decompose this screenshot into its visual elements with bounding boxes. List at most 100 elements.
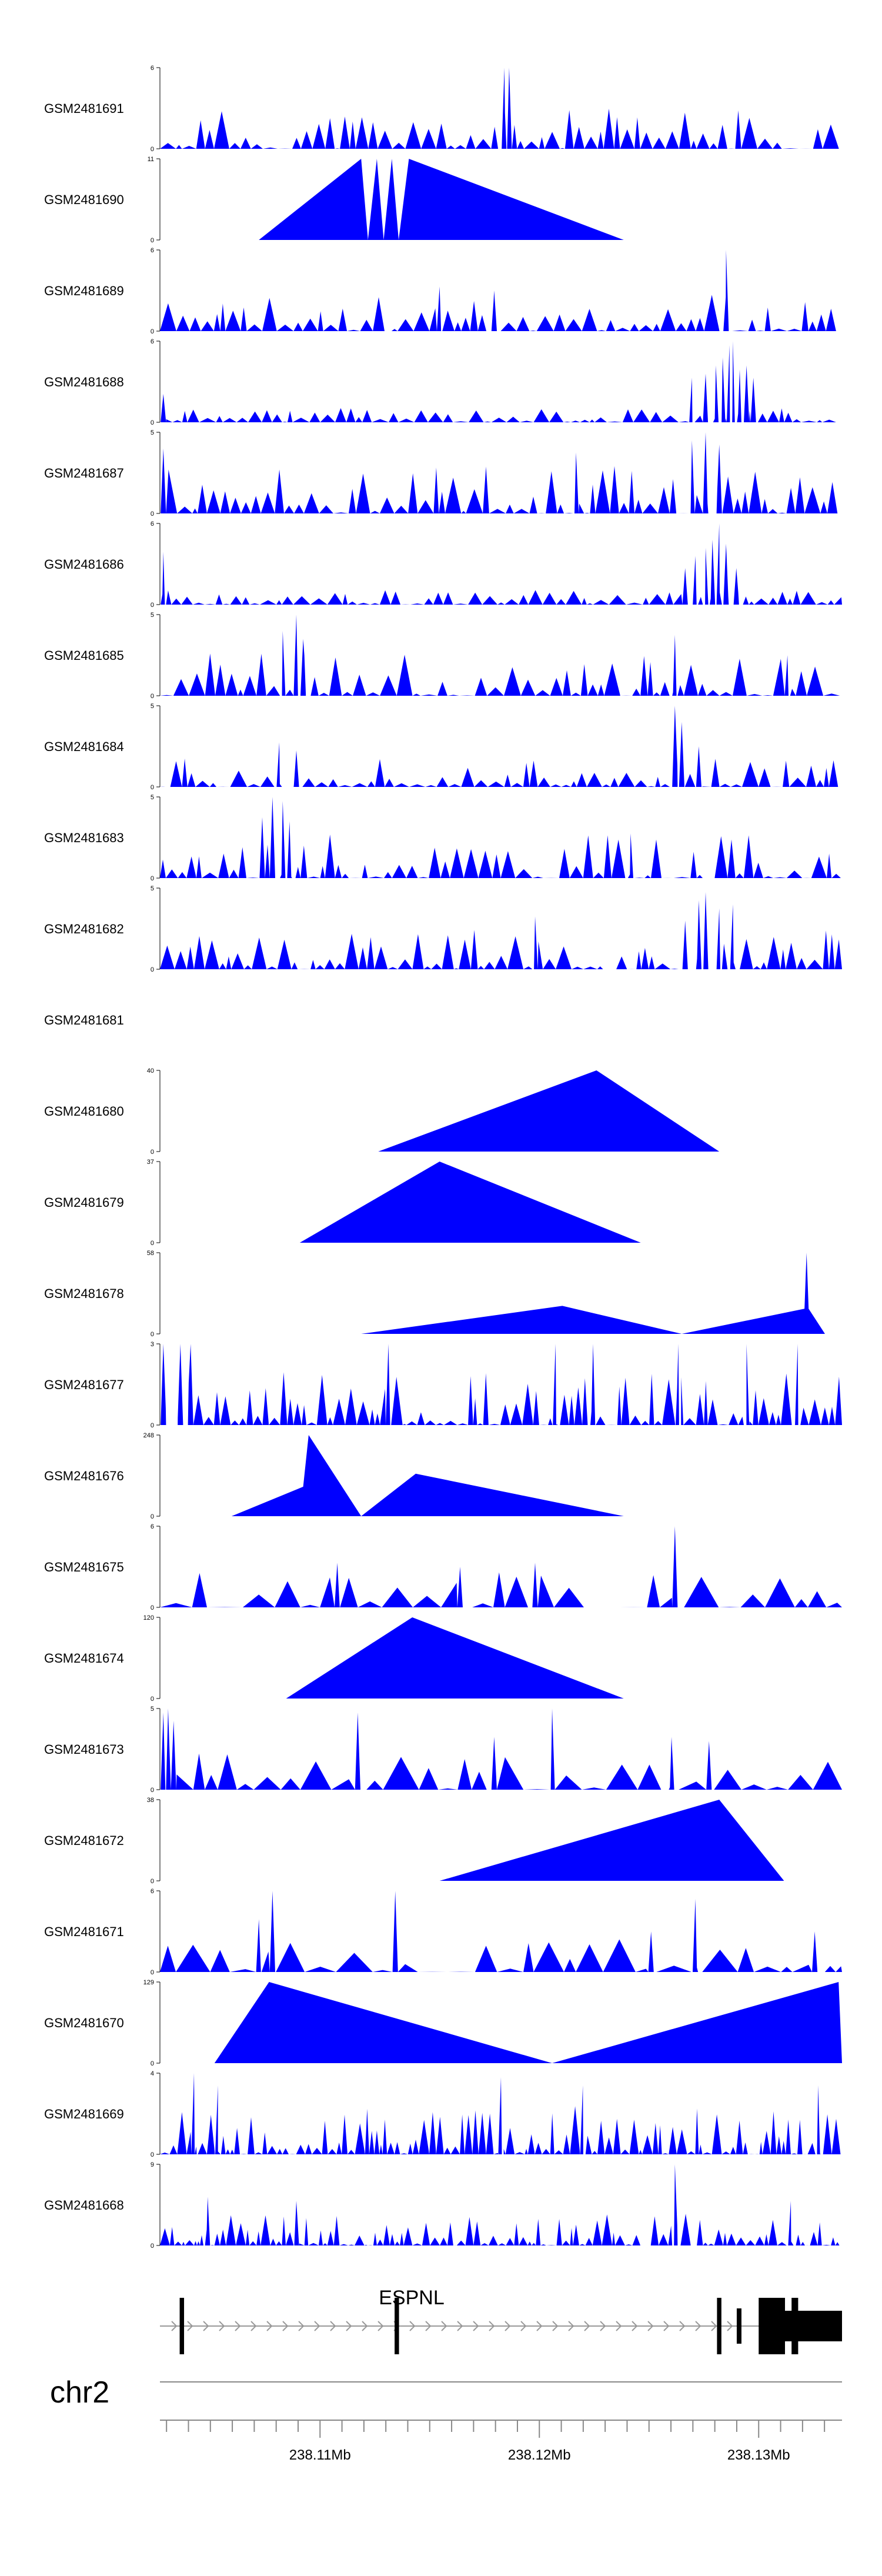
coverage-area <box>160 1891 842 1972</box>
exon <box>179 2298 185 2354</box>
coverage-area <box>160 892 842 969</box>
track-label: GSM2481674 <box>44 1651 124 1666</box>
chromosome-label: chr2 <box>50 2375 109 2410</box>
y-max-label: 38 <box>147 1797 154 1804</box>
coverage-area <box>259 159 624 240</box>
track-GSM2481687: GSM2481687 5 0 <box>44 429 844 518</box>
track-GSM2481690: GSM2481690 11 0 <box>44 156 624 244</box>
track-label: GSM2481669 <box>44 2107 124 2121</box>
track-GSM2481688: GSM2481688 6 0 <box>44 338 844 426</box>
y-max-label: 120 <box>143 1614 154 1621</box>
y-min-label: 0 <box>151 510 154 518</box>
strand-arrow <box>409 2321 416 2331</box>
track-GSM2481679: GSM2481679 37 0 <box>44 1159 641 1247</box>
y-min-label: 0 <box>151 1422 154 1429</box>
track-GSM2481668: GSM2481668 9 0 <box>44 2161 844 2250</box>
coverage-area <box>160 250 843 331</box>
strand-arrow <box>425 2321 432 2331</box>
coverage-area <box>160 523 842 605</box>
y-min-label: 0 <box>151 2060 154 2067</box>
track-GSM2481680: GSM2481680 40 0 <box>44 1067 720 1156</box>
track-GSM2481669: GSM2481669 4 0 <box>44 2070 846 2158</box>
strand-arrow <box>298 2321 305 2331</box>
track-GSM2481677: GSM2481677 3 0 <box>44 1341 842 1429</box>
track-label: GSM2481684 <box>44 739 124 754</box>
coverage-area <box>378 1070 720 1152</box>
track-label: GSM2481689 <box>44 283 124 298</box>
track-label: GSM2481682 <box>44 922 124 936</box>
track-GSM2481676: GSM2481676 248 0 <box>44 1432 624 1520</box>
coding-block <box>736 2308 741 2344</box>
strand-arrow <box>711 2321 717 2331</box>
track-GSM2481689: GSM2481689 6 0 <box>44 247 843 335</box>
strand-arrow <box>663 2321 670 2331</box>
track-label: GSM2481675 <box>44 1560 124 1574</box>
y-min-label: 0 <box>151 602 154 609</box>
strand-arrow <box>250 2321 257 2331</box>
y-max-label: 6 <box>151 1523 154 1530</box>
track-label: GSM2481672 <box>44 1833 124 1848</box>
track-GSM2481681: GSM2481681 <box>44 1013 124 1027</box>
y-max-label: 129 <box>143 1979 154 1986</box>
strand-arrow <box>552 2321 559 2331</box>
track-GSM2481685: GSM2481685 5 0 <box>44 612 843 700</box>
y-min-label: 0 <box>151 146 154 153</box>
strand-arrow <box>282 2321 289 2331</box>
coverage-area <box>231 1435 624 1516</box>
track-label: GSM2481681 <box>44 1013 124 1027</box>
y-max-label: 248 <box>143 1432 154 1439</box>
track-GSM2481683: GSM2481683 5 0 <box>44 794 845 882</box>
strand-arrow <box>616 2321 622 2331</box>
y-min-label: 0 <box>151 328 154 335</box>
gene-model-track: ESPNL <box>160 2287 842 2354</box>
y-min-label: 0 <box>151 2151 154 2158</box>
axis-tick-label: 238.11Mb <box>289 2447 351 2463</box>
y-max-label: 9 <box>151 2161 154 2168</box>
y-max-label: 5 <box>151 1706 154 1713</box>
track-GSM2481682: GSM2481682 5 0 <box>44 885 842 973</box>
strand-arrow <box>473 2321 479 2331</box>
track-label: GSM2481679 <box>44 1195 124 1210</box>
coverage-area <box>160 341 844 422</box>
strand-arrow <box>377 2321 384 2331</box>
strand-arrow <box>330 2321 336 2331</box>
strand-arrow <box>346 2321 352 2331</box>
strand-arrow <box>727 2321 733 2331</box>
track-label: GSM2481668 <box>44 2198 124 2213</box>
track-label: GSM2481673 <box>44 1742 124 1757</box>
y-min-label: 0 <box>151 419 154 426</box>
coverage-area <box>160 2073 846 2154</box>
coverage-area <box>439 1800 784 1881</box>
y-min-label: 0 <box>151 1513 154 1520</box>
coverage-area <box>286 1617 624 1699</box>
coverage-tracks: GSM248169160GSM2481690110GSM248168960GSM… <box>44 65 846 2250</box>
axis-tick-label: 238.12Mb <box>508 2447 571 2463</box>
strand-arrow <box>536 2321 543 2331</box>
strand-arrow <box>584 2321 590 2331</box>
y-max-label: 5 <box>151 612 154 619</box>
coverage-area <box>160 432 844 513</box>
strand-arrow <box>647 2321 654 2331</box>
track-label: GSM2481686 <box>44 557 124 572</box>
strand-arrow <box>489 2321 495 2331</box>
strand-arrow <box>314 2321 320 2331</box>
track-label: GSM2481685 <box>44 648 124 663</box>
y-min-label: 0 <box>151 875 154 882</box>
y-min-label: 0 <box>151 784 154 791</box>
coverage-area <box>214 1982 842 2063</box>
strand-arrow <box>171 2321 178 2331</box>
coverage-area <box>160 1709 842 1790</box>
y-min-label: 0 <box>151 237 154 244</box>
track-label: GSM2481677 <box>44 1377 124 1392</box>
y-max-label: 58 <box>147 1250 154 1257</box>
y-min-label: 0 <box>151 1331 154 1338</box>
gene-label: ESPNL <box>379 2287 445 2309</box>
track-label: GSM2481683 <box>44 830 124 845</box>
y-max-label: 6 <box>151 247 154 254</box>
track-GSM2481678: GSM2481678 58 0 <box>44 1250 825 1338</box>
track-GSM2481686: GSM2481686 6 0 <box>44 520 842 609</box>
strand-arrow <box>632 2321 638 2331</box>
strand-arrow <box>219 2321 225 2331</box>
coverage-area <box>160 2164 844 2245</box>
y-max-label: 5 <box>151 703 154 710</box>
